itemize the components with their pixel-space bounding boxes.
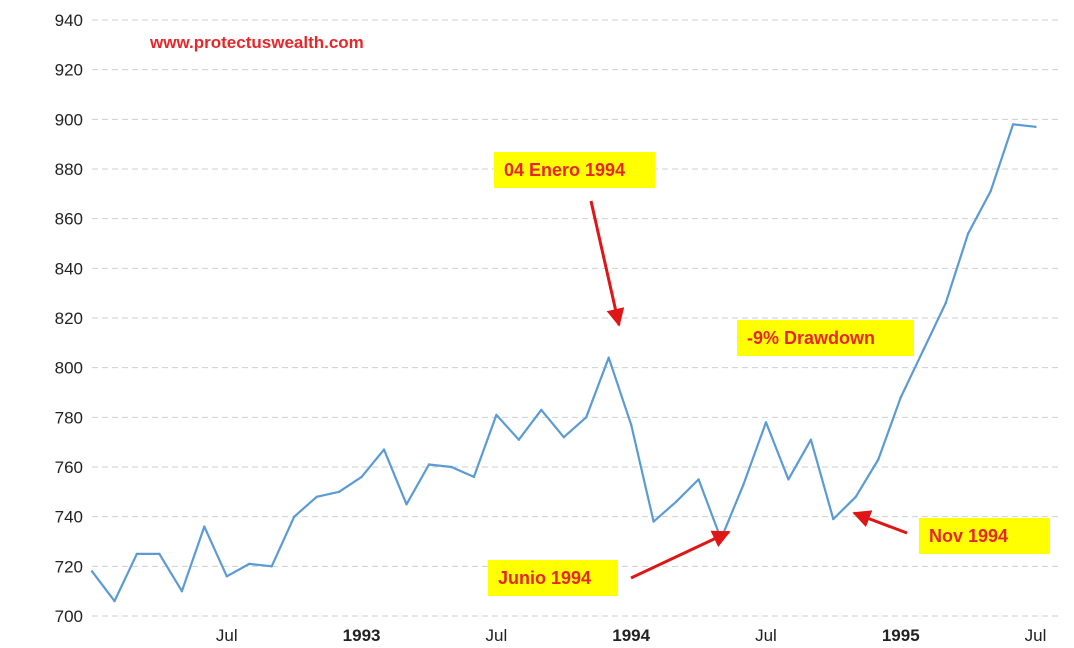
data-point	[135, 552, 139, 556]
data-point	[1034, 125, 1037, 128]
data-point	[180, 590, 184, 593]
annotation-drawdown: -9% Drawdown	[737, 320, 914, 356]
y-tick-label: 880	[55, 160, 83, 179]
peak-arrow	[589, 200, 625, 327]
data-point	[966, 232, 970, 235]
watermark-url: www.protectuswealth.com	[150, 33, 364, 52]
y-tick-label: 820	[55, 309, 83, 328]
y-tick-label: 840	[55, 259, 83, 278]
data-point	[719, 537, 723, 541]
data-point	[472, 475, 476, 479]
data-point	[989, 190, 992, 193]
june-arrow	[630, 530, 731, 580]
data-point	[450, 465, 453, 469]
x-tick-label: 1994	[612, 626, 650, 645]
data-point	[405, 503, 408, 506]
annotation-arrows	[589, 200, 908, 580]
data-point	[652, 520, 655, 523]
data-point	[382, 448, 386, 451]
annotation-peak: 04 Enero 1994	[494, 152, 655, 188]
data-point	[607, 356, 610, 359]
y-tick-label: 900	[55, 110, 83, 129]
data-point	[158, 552, 161, 556]
data-point	[203, 525, 206, 528]
data-point	[562, 436, 565, 439]
y-tick-label: 740	[55, 508, 83, 527]
data-point	[764, 421, 768, 424]
series-layer	[90, 123, 1037, 603]
y-tick-label: 800	[55, 359, 83, 378]
y-tick-label: 780	[55, 408, 83, 427]
data-point	[742, 483, 745, 486]
data-point	[495, 413, 498, 417]
data-point	[674, 500, 678, 503]
data-point	[113, 599, 116, 603]
x-tick-label: Jul	[216, 626, 238, 645]
x-tick-label: Jul	[486, 626, 508, 645]
data-point	[360, 475, 363, 479]
data-point	[585, 416, 588, 419]
data-point	[899, 396, 902, 399]
data-point	[854, 495, 857, 498]
data-point	[787, 478, 790, 481]
y-tick-label: 700	[55, 607, 83, 626]
data-point	[832, 517, 835, 521]
data-point	[427, 463, 431, 466]
data-point	[809, 438, 813, 441]
annotation-june: Junio 1994	[488, 560, 618, 596]
data-point	[877, 458, 880, 461]
x-tick-label: 1993	[343, 626, 381, 645]
x-axis-ticks: Jul 1993 Jul 1994 Jul 1995 Jul	[216, 626, 1046, 645]
y-tick-label: 720	[55, 557, 83, 576]
data-point	[90, 570, 94, 573]
data-point	[293, 515, 296, 518]
y-tick-label: 920	[55, 61, 83, 80]
data-point	[540, 408, 543, 412]
y-axis-ticks: 700 720 740 760 780 800 820 840 860 880 900 920 940	[55, 11, 83, 626]
x-tick-label: Jul	[1025, 626, 1047, 645]
y-tick-label: 860	[55, 210, 83, 229]
nov-arrow	[852, 510, 908, 535]
gridlines	[92, 19, 1058, 617]
data-point	[337, 490, 341, 493]
x-tick-label: 1995	[882, 626, 920, 645]
annotation-nov: Nov 1994	[919, 518, 1050, 554]
data-point	[922, 349, 925, 352]
y-tick-label: 760	[55, 458, 83, 477]
data-point	[1011, 123, 1015, 126]
data-point	[630, 423, 633, 426]
y-tick-label: 940	[55, 11, 83, 30]
data-point	[248, 562, 251, 566]
data-point	[944, 301, 947, 305]
data-point	[697, 478, 700, 481]
data-point	[270, 565, 273, 568]
data-point	[315, 495, 318, 498]
data-point	[225, 575, 228, 578]
data-point	[517, 438, 520, 441]
x-tick-label: Jul	[755, 626, 777, 645]
